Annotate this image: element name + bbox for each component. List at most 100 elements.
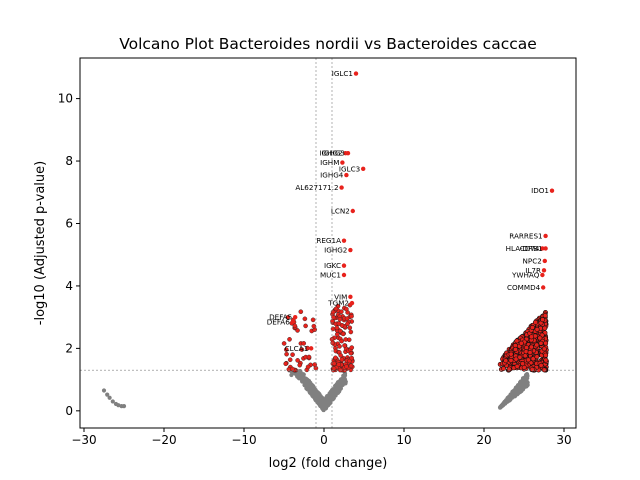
- significant-point: [330, 340, 336, 346]
- significant-point: [305, 364, 311, 370]
- y-tick-label: 10: [58, 92, 73, 106]
- significant-point: [330, 326, 336, 332]
- gene-label: IGHG2: [324, 246, 347, 255]
- significant-point: [541, 367, 547, 373]
- nonsignificant-point: [332, 388, 337, 393]
- significant-point: [287, 337, 292, 342]
- significant-point: [311, 323, 317, 329]
- gene-label: AL627171.2: [295, 183, 338, 192]
- gene-label: HLA-DRB1: [506, 244, 543, 253]
- significant-point: [283, 347, 289, 352]
- significant-point: [543, 340, 549, 346]
- nonsignificant-point: [314, 397, 319, 402]
- significant-point: [336, 362, 342, 367]
- y-tick-label: 4: [65, 279, 73, 293]
- significant-point: [514, 363, 520, 369]
- labeled-point: [293, 314, 298, 320]
- x-axis: −30 −20 −10 0 10 20 30: [71, 428, 572, 447]
- significant-point: [331, 315, 336, 320]
- significant-point: [525, 357, 531, 363]
- significant-point: [292, 323, 298, 329]
- significant-point: [334, 332, 340, 337]
- labeled-point: [290, 319, 295, 325]
- significant-point: [514, 338, 520, 344]
- nonsignificant-point: [107, 395, 112, 400]
- labeled-point: [341, 263, 347, 268]
- nonsignificant-point: [319, 397, 324, 403]
- nonsignificant-point: [329, 395, 334, 400]
- chart-title: Volcano Plot Bacteroides nordii vs Bacte…: [119, 35, 537, 53]
- nonsignificant-point: [515, 384, 520, 389]
- significant-point: [281, 341, 287, 346]
- labeled-point: [339, 185, 344, 190]
- significant-point: [541, 346, 547, 352]
- y-tick-label: 2: [65, 341, 73, 355]
- significant-point: [344, 364, 349, 369]
- significant-point: [348, 363, 354, 369]
- y-tick-label: 8: [65, 154, 73, 168]
- significant-point: [337, 344, 342, 349]
- significant-point: [337, 328, 343, 334]
- nonsignificant-point: [503, 401, 508, 406]
- nonsignificant-point: [325, 397, 330, 402]
- x-tick-label: −20: [151, 433, 176, 447]
- labeled-point: [349, 300, 355, 306]
- gene-label: IDO1: [531, 186, 549, 195]
- y-axis: 0 2 4 6 8 10: [58, 92, 80, 418]
- nonsignificant-point: [305, 377, 310, 382]
- significant-point: [540, 317, 546, 323]
- x-tick-label: 0: [320, 433, 328, 447]
- significant-point: [517, 354, 523, 360]
- significant-point: [520, 361, 526, 367]
- nonsignificant-point: [334, 382, 339, 387]
- points-layer: [101, 71, 555, 413]
- significant-point: [302, 316, 308, 322]
- significant-point: [529, 324, 535, 330]
- significant-point: [303, 323, 308, 329]
- nonsignificant-point: [101, 388, 107, 393]
- gene-label: IGHG3: [322, 149, 345, 158]
- significant-point: [301, 341, 307, 346]
- nonsignificant-point: [338, 378, 344, 383]
- gene-label: NPC2: [522, 256, 541, 265]
- labeled-point: [549, 188, 555, 193]
- significant-point: [339, 357, 345, 362]
- gene-label: CD74: [520, 244, 540, 253]
- significant-point: [347, 325, 353, 331]
- nonsignificant-point: [498, 405, 503, 410]
- nonsignificant-point: [116, 403, 121, 408]
- gene-label: IGHG2: [319, 149, 342, 158]
- significant-point: [299, 347, 305, 352]
- significant-point: [337, 317, 343, 322]
- gene-label: IGKC: [324, 261, 341, 270]
- gene-label: VIM: [334, 292, 347, 301]
- labeled-point: [309, 346, 314, 351]
- nonsignificant-point: [521, 377, 526, 382]
- nonsignificant-point: [297, 373, 302, 378]
- labeled-point: [540, 272, 545, 278]
- nonsignificant-point: [309, 388, 314, 393]
- significant-point: [542, 325, 548, 331]
- nonsignificant-point: [341, 375, 346, 380]
- labeled-point: [340, 160, 345, 165]
- significant-point: [333, 306, 339, 312]
- gene-label: IGHM: [320, 158, 339, 167]
- gene-label: IGLC3: [339, 164, 360, 173]
- significant-point: [336, 321, 342, 326]
- labeled-point: [341, 272, 347, 278]
- significant-point: [537, 335, 543, 341]
- significant-point: [501, 366, 507, 372]
- nonsignificant-point: [110, 399, 115, 404]
- labeled-point: [541, 285, 546, 290]
- nonsignificant-point: [298, 369, 303, 374]
- significant-point: [295, 358, 300, 363]
- significant-point: [523, 349, 529, 355]
- significant-point: [530, 356, 536, 362]
- significant-point: [538, 362, 544, 368]
- gene-label: TGM2: [327, 299, 349, 308]
- nonsignificant-point: [519, 385, 524, 390]
- gene-label: YWHAQ: [511, 271, 540, 280]
- labeled-point: [353, 71, 359, 76]
- significant-point: [338, 353, 343, 358]
- x-axis-label: log2 (fold change): [269, 456, 388, 471]
